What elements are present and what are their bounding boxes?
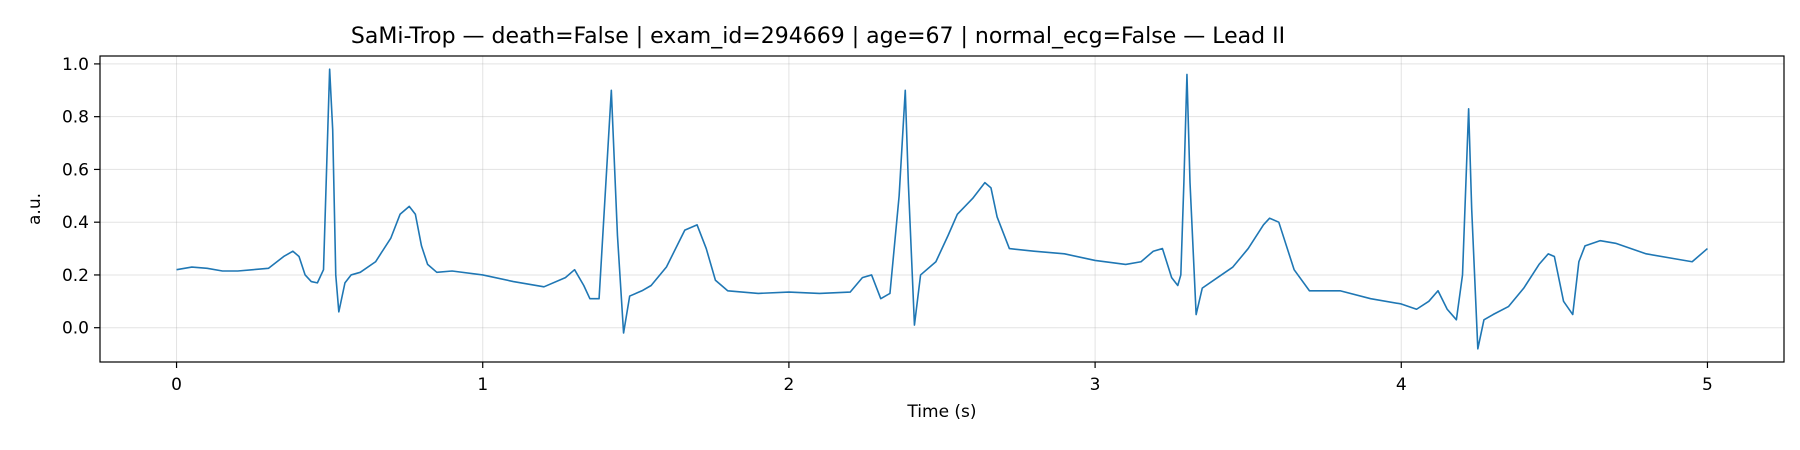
x-axis-label: Time (s) (906, 402, 976, 422)
x-tick-label: 4 (1396, 375, 1407, 395)
chart-title: SaMi-Trop — death=False | exam_id=294669… (351, 24, 1285, 49)
plot-frame (99, 55, 1785, 363)
x-tick-label: 3 (1090, 375, 1101, 395)
grid-layer (100, 56, 1784, 362)
y-tick-label: 0.4 (62, 213, 89, 233)
ecg-series-line (176, 68, 1708, 350)
x-tick-label: 2 (783, 375, 794, 395)
y-tick-label: 0.8 (62, 108, 89, 128)
y-tick-label: 1.0 (62, 55, 89, 75)
ticks-layer: 0 1 2 3 4 5 0.0 0.2 0.4 0.6 0.8 1.0 (62, 55, 1713, 395)
y-tick-label: 0.2 (62, 266, 89, 286)
y-tick-label: 0.0 (62, 319, 89, 339)
x-tick-label: 1 (477, 375, 488, 395)
x-tick-label: 5 (1702, 375, 1713, 395)
y-axis-label: a.u. (25, 193, 45, 225)
x-tick-label: 0 (171, 375, 182, 395)
y-tick-label: 0.6 (62, 160, 89, 180)
